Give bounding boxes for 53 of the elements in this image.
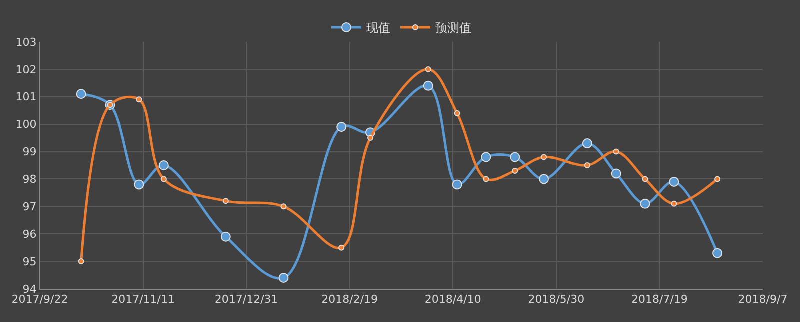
point [712,248,723,258]
point [278,273,289,284]
y-tick-label: 100 [16,118,37,132]
legend-label: 预测值 [436,21,472,36]
point [336,122,347,132]
y-tick-label: 96 [22,228,37,241]
x-tick-label: 2018/2/19 [322,293,378,306]
point [222,198,229,204]
y-tick-label: 103 [16,36,37,49]
y-tick-label: 99 [22,146,37,159]
point [220,232,231,242]
point [158,160,169,170]
point [582,138,592,149]
point [671,200,678,207]
point [280,204,287,210]
point [78,258,84,265]
x-tick-label: 2017/11/11 [112,293,175,306]
legend-label: 现值 [366,21,390,36]
x-tick-label: 2018/5/30 [528,293,585,306]
point [541,154,548,160]
point [510,152,520,162]
point [714,176,721,182]
point [134,180,144,190]
point [512,168,518,174]
y-tick-label: 101 [16,90,37,104]
point [338,244,345,251]
x-tick-label: 2018/4/10 [424,293,482,306]
point [368,135,374,142]
point [76,89,86,100]
y-tick-label: 102 [16,63,37,76]
point [642,176,648,182]
y-tick-label: 95 [22,255,37,268]
point [454,110,460,116]
point [160,176,167,182]
y-tick-label: 94 [22,282,37,296]
point [584,162,590,168]
point [669,176,680,187]
point [483,176,490,182]
point [136,96,142,103]
point [539,174,550,184]
point [611,168,622,179]
point [613,148,620,155]
x-tick-label: 2017/12/31 [214,293,278,306]
y-tick-label: 98 [22,173,37,186]
point [640,198,650,209]
point [423,80,434,91]
x-tick-label: 2017/9/22 [12,293,68,306]
x-tick-label: 2018/7/19 [632,293,688,306]
y-tick-label: 97 [22,200,37,214]
point [425,66,432,72]
point [481,152,492,162]
point [452,180,462,190]
x-tick-label: 2018/9/7 [738,293,788,306]
